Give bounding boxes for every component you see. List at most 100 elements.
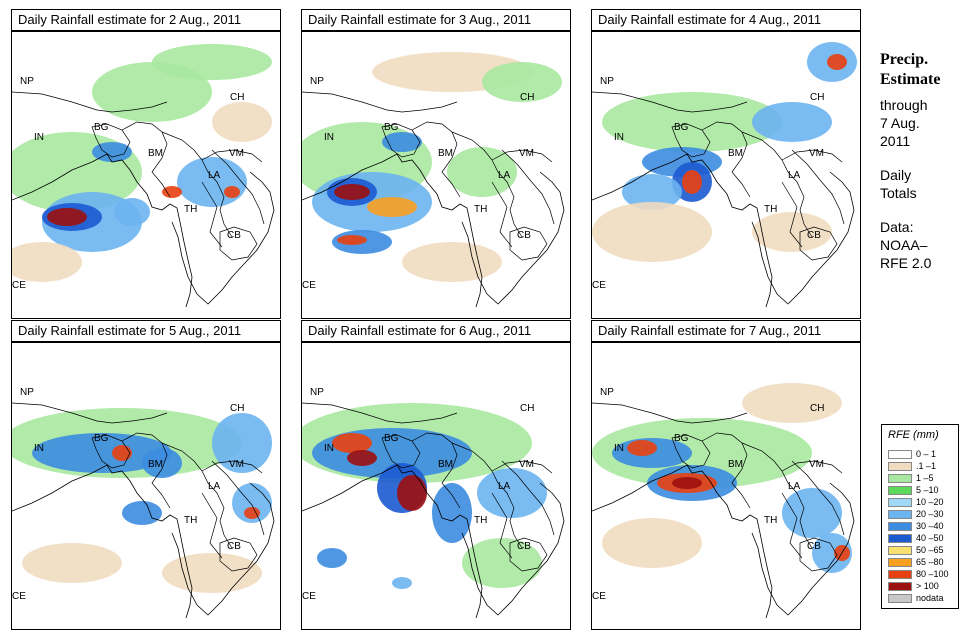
coastline	[592, 464, 773, 619]
rain-area	[447, 147, 517, 197]
country-label-ch: CH	[520, 92, 534, 103]
country-label-la: LA	[498, 481, 511, 492]
legend-label: 1 –5	[916, 473, 934, 483]
country-label-la: LA	[498, 170, 511, 181]
rain-area	[602, 518, 702, 568]
country-label-bg: BG	[94, 433, 109, 444]
legend-item: .1 –1	[888, 461, 936, 472]
rain-area	[212, 102, 272, 142]
rain-area	[162, 186, 182, 198]
rainfall-map: NP CH IN BG BM VM LA TH CB CE	[301, 31, 571, 319]
panel-title: Daily Rainfall estimate for 7 Aug., 2011	[591, 320, 861, 342]
country-border	[302, 402, 458, 424]
rain-area	[47, 208, 87, 226]
country-label-cb: CB	[807, 230, 821, 241]
country-label-in: IN	[34, 443, 44, 454]
legend-item: 40 –50	[888, 533, 944, 544]
rainfall-map: NP CH IN BG BM VM LA TH CB CE	[591, 342, 861, 630]
country-border	[201, 492, 223, 559]
country-border	[799, 226, 838, 261]
country-label-np: NP	[20, 387, 34, 398]
rain-area	[177, 157, 247, 207]
country-label-th: TH	[764, 204, 777, 215]
country-label-ce: CE	[592, 591, 606, 602]
country-label-vm: VM	[809, 148, 824, 159]
country-label-bg: BG	[384, 122, 399, 133]
coastline	[12, 464, 193, 619]
country-border	[411, 121, 461, 198]
rain-area	[602, 92, 782, 152]
legend-item: 0 – 1	[888, 449, 936, 460]
map-svg: NP CH IN BG BM VM LA TH CB CE	[302, 52, 565, 308]
legend-label: 0 – 1	[916, 449, 937, 459]
legend-item: nodata	[888, 593, 944, 604]
country-label-vm: VM	[519, 148, 534, 159]
country-label-np: NP	[600, 387, 614, 398]
country-border	[791, 460, 845, 536]
legend-item: 65 –80	[888, 557, 944, 568]
rain-area	[482, 62, 562, 102]
country-label-in: IN	[34, 132, 44, 143]
country-border	[491, 181, 513, 248]
rainfall-panel: Daily Rainfall estimate for 6 Aug., 2011…	[301, 320, 571, 630]
country-border	[451, 442, 493, 472]
legend-swatch	[888, 582, 912, 591]
rain-area	[332, 433, 372, 453]
legend-label: nodata	[916, 593, 944, 603]
rain-area	[367, 197, 417, 217]
country-border	[201, 470, 233, 549]
rain-area	[122, 501, 162, 525]
rain-area	[432, 483, 472, 543]
country-label-vm: VM	[229, 148, 244, 159]
side-annotation: Precip. Estimate through 7 Aug. 2011 Dai…	[880, 50, 940, 272]
country-label-bg: BG	[94, 122, 109, 133]
rainfall-panel: Daily Rainfall estimate for 4 Aug., 2011…	[591, 9, 861, 319]
legend-label: 5 –10	[916, 485, 939, 495]
country-label-bg: BG	[384, 433, 399, 444]
coastline	[751, 171, 855, 305]
rain-area	[12, 242, 82, 282]
legend-label: > 100	[916, 581, 939, 591]
rain-area	[477, 468, 547, 518]
country-label-cb: CB	[227, 230, 241, 241]
rain-area	[392, 577, 412, 589]
country-label-th: TH	[184, 515, 197, 526]
rainfall-panel: Daily Rainfall estimate for 2 Aug., 2011…	[11, 9, 281, 319]
country-border	[491, 149, 553, 163]
country-border	[451, 131, 493, 161]
rain-area	[682, 170, 702, 194]
country-border	[201, 181, 223, 248]
rainfall-map: NP CH IN BG BM VM LA TH CB CE	[591, 31, 861, 319]
rain-area	[752, 212, 832, 252]
side-through: through	[880, 97, 928, 113]
map-svg: NP CH IN BG BM VM LA TH CB CE	[592, 383, 855, 619]
legend-item: 5 –10	[888, 485, 939, 496]
country-border	[501, 149, 555, 225]
coastline	[171, 171, 275, 305]
rain-area	[402, 242, 502, 282]
rainfall-map: NP CH IN BG BM VM LA TH CB CE	[11, 342, 281, 630]
map-svg: NP CH IN BG BM VM LA TH CB CE	[12, 44, 275, 308]
rain-area	[244, 507, 260, 519]
country-label-ch: CH	[810, 92, 824, 103]
country-label-bm: BM	[148, 459, 163, 470]
legend-swatch	[888, 546, 912, 555]
country-border	[592, 91, 748, 113]
rain-area	[397, 475, 427, 511]
country-label-vm: VM	[519, 459, 534, 470]
country-border	[201, 159, 233, 238]
legend-label: 80 –100	[916, 569, 949, 579]
country-label-in: IN	[614, 132, 624, 143]
panel-title: Daily Rainfall estimate for 3 Aug., 2011	[301, 9, 571, 31]
legend-swatch	[888, 474, 912, 483]
country-label-bm: BM	[438, 148, 453, 159]
country-label-in: IN	[324, 443, 334, 454]
country-label-bm: BM	[728, 459, 743, 470]
coastline	[751, 482, 855, 616]
country-border	[781, 492, 803, 559]
country-border	[781, 149, 843, 163]
panel-title: Daily Rainfall estimate for 6 Aug., 2011	[301, 320, 571, 342]
country-label-ce: CE	[592, 280, 606, 291]
side-daily: Daily	[880, 167, 912, 183]
coastline	[302, 153, 483, 308]
